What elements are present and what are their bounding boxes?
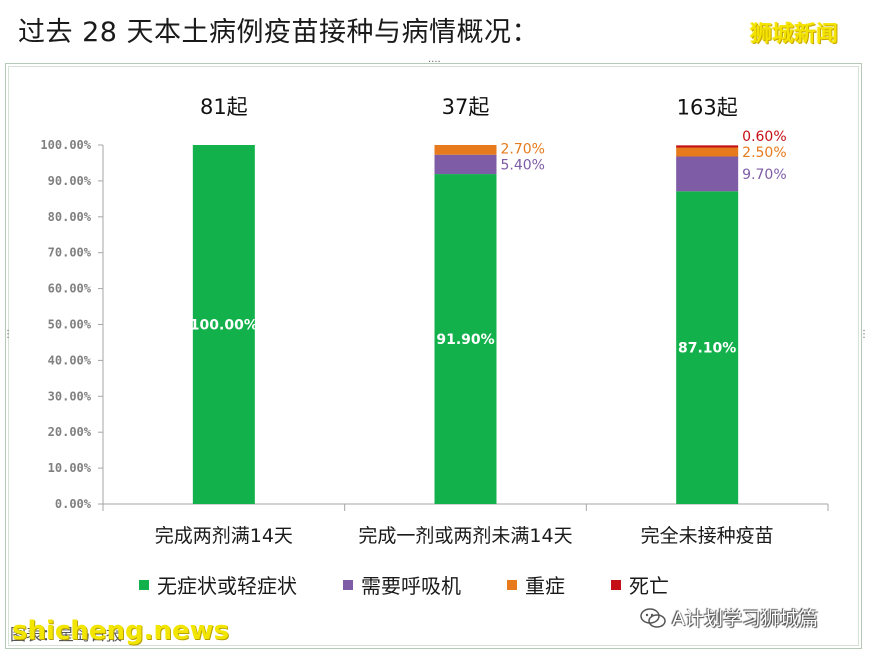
bar-segment [192, 145, 255, 504]
bar-segment [434, 145, 497, 155]
frame-handle-right[interactable]: ⋮ [859, 329, 869, 340]
bar-segment [676, 156, 739, 192]
y-tick-label: 90.00% [48, 174, 92, 188]
legend: 无症状或轻症状 需要呼吸机 重症 死亡 [139, 570, 715, 599]
legend-item-death: 死亡 [611, 570, 669, 599]
y-tick-label: 100.00% [40, 138, 91, 152]
label-layer: 完成两剂满14天 81起 100.00% 完成一剂或两剂未满14天 37起 91.90% 5… [155, 95, 787, 547]
y-tick-label: 20.00% [48, 425, 92, 439]
category-label: 完成两剂满14天 [155, 525, 293, 547]
y-tick-label: 30.00% [48, 389, 92, 403]
bar-segment [676, 147, 739, 157]
legend-item-severe: 重症 [507, 570, 565, 599]
legend-label-death: 死亡 [629, 574, 669, 598]
site-watermark: shicheng.news [12, 616, 230, 646]
data-label: 2.70% [501, 141, 545, 157]
legend-swatch-death [611, 579, 621, 590]
bar-segment [434, 154, 497, 175]
wechat-icon [640, 607, 666, 628]
legend-label-severe: 重症 [525, 574, 565, 598]
data-label: 100.00% [190, 318, 258, 334]
legend-item-asymptomatic: 无症状或轻症状 [139, 570, 297, 599]
bar-count-label: 81起 [200, 95, 248, 119]
legend-swatch-asymptomatic [139, 579, 149, 590]
chart-frame [5, 63, 862, 649]
y-tick-label: 10.00% [48, 461, 92, 475]
legend-swatch-ventilator [343, 579, 353, 590]
frame-handle-top[interactable]: ···· [428, 57, 441, 68]
y-tick-label: 60.00% [48, 282, 92, 296]
data-label: 9.70% [742, 167, 786, 183]
y-tick-label: 70.00% [48, 246, 92, 260]
y-tick-label: 80.00% [48, 210, 92, 224]
source-note: 图表：星岛日报 [10, 625, 123, 644]
bar-segment [434, 174, 497, 505]
bar-count-label: 163起 [677, 95, 738, 119]
data-label: 87.10% [678, 341, 736, 357]
data-label: 0.60% [742, 129, 786, 145]
bar-segment [676, 191, 739, 504]
bar-segment [676, 145, 739, 148]
legend-label-asymptomatic: 无症状或轻症状 [157, 574, 297, 598]
page-title: 过去 28 天本土病例疫苗接种与病情概况： [18, 17, 540, 48]
bar-layer [192, 145, 739, 505]
y-tick-label: 40.00% [48, 353, 92, 367]
legend-label-ventilator: 需要呼吸机 [361, 574, 461, 598]
category-label: 完全未接种疫苗 [641, 525, 774, 547]
frame-handle-left[interactable]: ⋮ [3, 329, 13, 340]
category-label: 完成一剂或两剂未满14天 [358, 525, 572, 547]
data-label: 2.50% [742, 145, 786, 161]
account-watermark: A计划学习狮城篇 [640, 604, 818, 631]
data-label: 91.90% [436, 332, 494, 348]
y-tick-label: 50.00% [48, 318, 92, 332]
account-watermark-label: A计划学习狮城篇 [672, 608, 818, 630]
y-tick-label: 0.00% [55, 497, 92, 511]
legend-item-ventilator: 需要呼吸机 [343, 570, 461, 599]
legend-swatch-severe [507, 579, 517, 590]
brand-logo: 狮城新闻 [750, 22, 839, 47]
bar-count-label: 37起 [442, 95, 490, 119]
data-label: 5.40% [501, 157, 545, 173]
